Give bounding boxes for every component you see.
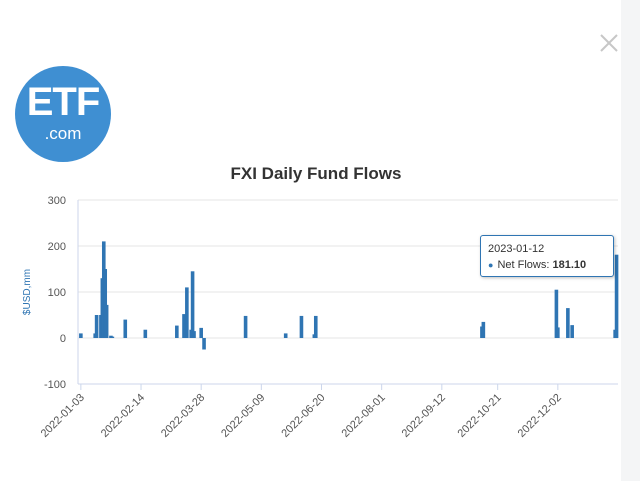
bar [566,308,570,338]
tooltip-date: 2023-01-12 [488,243,545,255]
y-tick-label: 100 [48,287,66,299]
x-tick-label: 2022-02-14 [99,392,147,440]
bar [94,315,99,338]
y-tick-label: 0 [60,333,66,345]
bar [243,315,248,338]
bar [283,333,288,338]
close-icon[interactable] [597,31,621,55]
x-tick-label: 2022-06-20 [279,392,327,440]
y-axis-title: $USD,mm [22,269,33,315]
series-dot-icon: ● [488,260,494,270]
bar [313,315,318,338]
bar [185,287,189,338]
bar [614,254,619,338]
bar [143,329,148,338]
bar [554,289,559,338]
bar [299,315,304,338]
x-tick-label: 2022-09-12 [400,392,448,440]
bar [103,269,108,338]
bar [190,271,195,338]
bar [182,314,186,338]
bar [202,338,206,350]
bar [570,325,574,338]
tooltip-label: Net Flows: [497,259,550,271]
y-tick-label: 200 [48,241,66,253]
bar [104,304,109,338]
bar [110,336,115,338]
tooltip-value: 181.10 [552,259,587,271]
tooltip-value-row: ● Net Flows: 181.10 [488,259,586,271]
bar [79,333,83,338]
x-tick-label: 2022-05-09 [219,392,267,440]
bar [199,327,203,338]
etf-logo: ETF .com [15,66,111,162]
bar [175,325,179,338]
scrollbar-track[interactable] [621,0,640,481]
bar [123,319,128,338]
x-tick-label: 2022-03-28 [159,392,207,440]
y-tick-label: -100 [44,379,66,391]
x-tick-label: 2022-12-02 [516,392,564,440]
logo-main-text: ETF [26,80,101,124]
bar [556,327,560,338]
x-tick-label: 2022-10-21 [456,392,504,440]
bar [481,321,486,338]
x-tick-label: 2022-08-01 [339,392,387,440]
chart-tooltip: 2023-01-12 ● Net Flows: 181.10 [480,235,614,277]
bar [192,331,196,338]
x-tick-label: 2022-01-03 [39,392,87,440]
logo-sub-text: .com [44,124,82,143]
y-tick-label: 300 [48,195,66,207]
chart-title: FXI Daily Fund Flows [230,164,402,183]
